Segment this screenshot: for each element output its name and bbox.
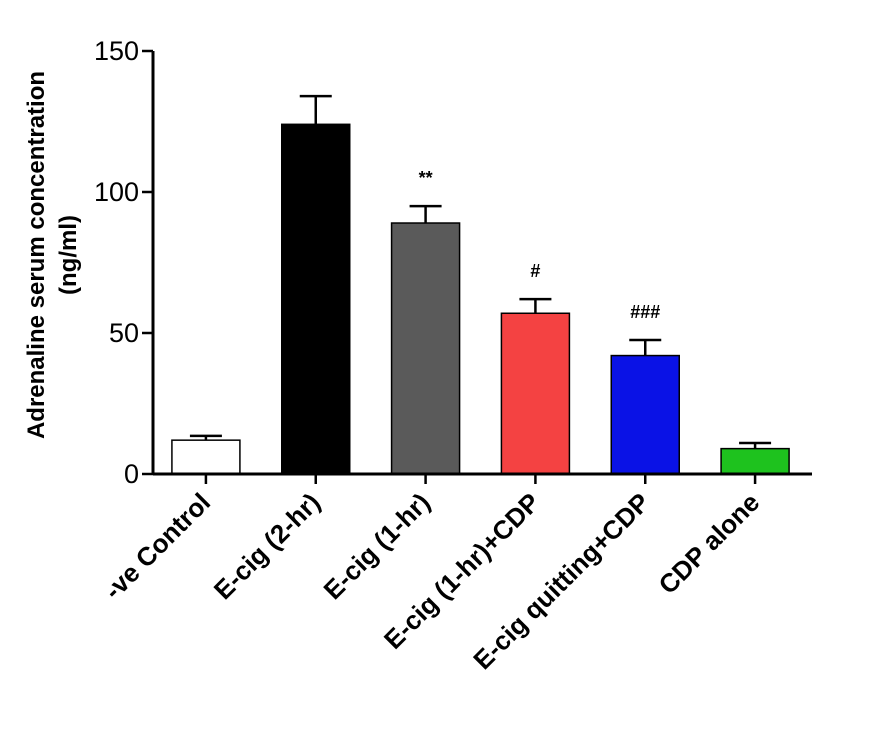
y-tick-label-150: 150 [94, 36, 139, 66]
significance-label-4: # [530, 261, 540, 281]
bar-5 [610, 354, 680, 475]
y-tick-label-100: 100 [94, 177, 139, 207]
category-label-2: E-cig (2-hr) [208, 487, 326, 605]
y-axis-label-line-1: Adrenaline serum concentration [23, 71, 50, 439]
category-label-6: CDP alone [652, 487, 765, 600]
y-axis-label: Adrenaline serum concentration (ng/ml) [23, 71, 82, 439]
bar-4 [500, 312, 571, 475]
y-axis: 0 50 100 150 [94, 36, 155, 489]
bar-2 [281, 123, 351, 475]
bar-3 [390, 222, 461, 475]
y-tick-label-50: 50 [109, 318, 139, 348]
category-label-3: E-cig (1-hr) [318, 487, 436, 605]
significance-label-5: ### [630, 302, 660, 322]
bars-group: **#### [171, 94, 790, 475]
y-tick-label-0: 0 [124, 459, 139, 489]
significance-label-3: ** [419, 168, 433, 188]
bar-6 [720, 447, 790, 475]
y-axis-label-line-2: (ng/ml) [55, 215, 82, 295]
category-label-1: -ve Control [98, 487, 216, 605]
bar-1 [171, 439, 241, 475]
